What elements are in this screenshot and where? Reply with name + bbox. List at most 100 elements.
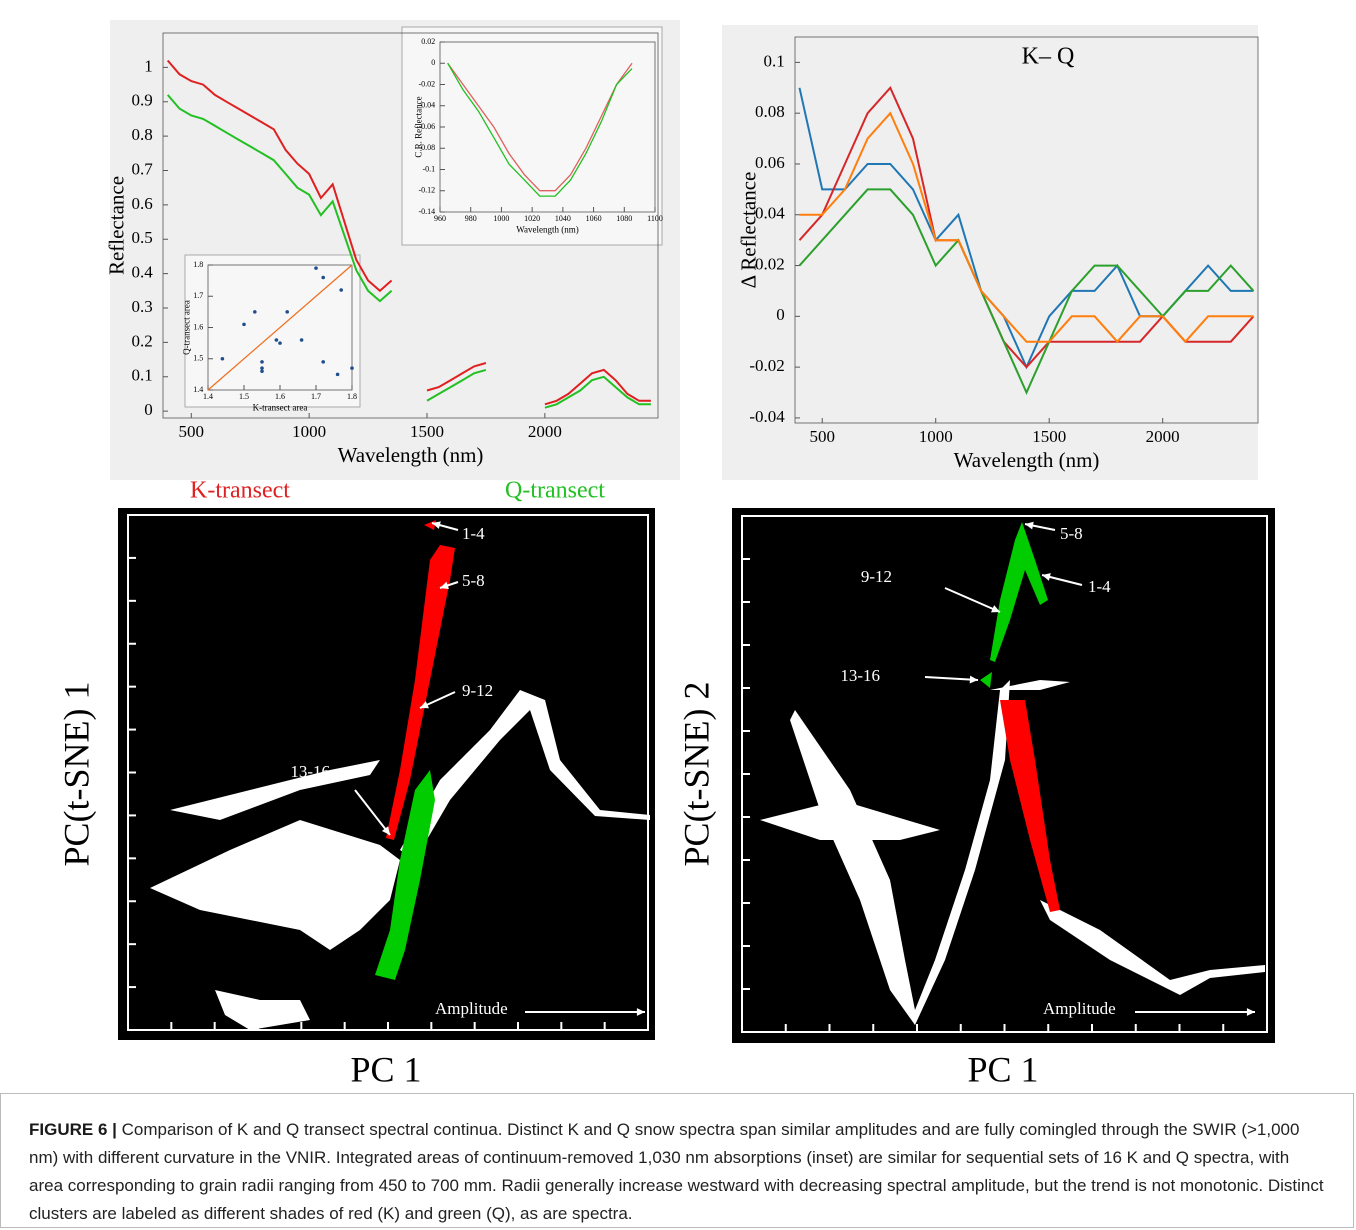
- x-axis-label: K-transect area: [253, 402, 308, 412]
- x-tick-label: 1060: [586, 214, 602, 223]
- spectrum-line: [166, 94, 651, 409]
- y-tick-label: 0.9: [132, 91, 153, 110]
- spectrum-line: [447, 62, 633, 192]
- y-tick-label: 0.2: [132, 331, 153, 350]
- figure: 500 1000 1500 200000.10.20.30.40.50.60.70.8…: [56, 20, 1275, 1089]
- scatter-point: [321, 360, 326, 364]
- scatter-point: [321, 275, 326, 280]
- arrow-head: [381, 826, 390, 835]
- scatter-point: [350, 366, 354, 370]
- scatter-point: [242, 322, 246, 327]
- x-tick-label: 1080: [616, 214, 632, 223]
- scatter-point: [253, 310, 257, 314]
- y-tick-label: -0.08: [419, 143, 436, 152]
- y-tick-label: 0.02: [421, 37, 435, 46]
- scatter-point: [339, 288, 344, 292]
- y-tick-label: 0.7: [132, 159, 154, 178]
- y-tick-label: 1: [144, 56, 153, 75]
- x-tick-label: 500: [179, 422, 205, 441]
- x-tick-label: 1500: [1032, 427, 1066, 446]
- scatter-point: [285, 310, 290, 314]
- spectrum-line: [798, 188, 1255, 395]
- x-tick-label: 1.7: [311, 392, 321, 401]
- arrow-head: [991, 605, 1000, 613]
- spectrum-line: [166, 59, 651, 406]
- y-tick-label: 0: [431, 58, 435, 67]
- arrow-head: [636, 1008, 645, 1016]
- x-tick-label: 1500: [410, 422, 444, 441]
- y-axis-label: Reflectance: [105, 176, 129, 275]
- annotation-arrow: [354, 789, 391, 836]
- scatter-point: [274, 338, 279, 342]
- x-axis-label: PC 1: [967, 1049, 1038, 1089]
- y-tick-label: 0: [776, 305, 785, 324]
- y-tick-label: 0: [144, 400, 153, 419]
- y-axis-label: PC(t-SNE) 2: [676, 681, 716, 866]
- y-tick-label: -0.02: [749, 356, 784, 375]
- y-tick-label: -0.04: [419, 101, 436, 110]
- scatter-point: [299, 338, 304, 342]
- x-axis-label: PC 1: [350, 1049, 421, 1089]
- scatter-point: [335, 372, 340, 377]
- y-tick-label: 1.4: [193, 385, 203, 394]
- scatter-point: [260, 366, 264, 370]
- y-axis-label: PC(t-SNE) 1: [56, 681, 96, 866]
- y-tick-label: -0.1: [423, 164, 436, 173]
- y-tick-label: 0.02: [755, 254, 785, 273]
- y-tick-label: 0.1: [764, 51, 785, 70]
- x-tick-label: 1000: [292, 422, 326, 441]
- cluster-annotation: 5-8: [462, 571, 485, 590]
- x-tick-label: 1000: [493, 214, 509, 223]
- cluster-annotation: 9-12: [462, 681, 493, 700]
- y-tick-label: 1.6: [193, 322, 203, 331]
- x-tick-label: 1100: [647, 214, 663, 223]
- y-tick-label: 0.04: [755, 204, 785, 223]
- arrow-head: [969, 675, 978, 684]
- y-tick-label: -0.02: [419, 79, 436, 88]
- y-axis-label: Q-transect area: [181, 300, 191, 355]
- plot-frame: [162, 32, 659, 419]
- scatter-point: [278, 341, 282, 345]
- x-tick-label: 1000: [919, 427, 953, 446]
- x-tick-label: 1020: [524, 214, 540, 223]
- y-tick-label: 0.3: [132, 297, 153, 316]
- x-tick-label: 2000: [1146, 427, 1180, 446]
- x-axis-label: Wavelength (nm): [954, 448, 1100, 472]
- spectrum-line: [447, 62, 633, 197]
- arrow-head: [1042, 573, 1051, 581]
- x-axis-label: Wavelength (nm): [516, 224, 579, 234]
- cluster-annotation: 1-4: [462, 524, 485, 543]
- fit-line: [207, 264, 353, 391]
- point-cloud: [150, 680, 1265, 1030]
- scatter-point: [220, 356, 225, 361]
- y-tick-label: 0.08: [755, 102, 785, 121]
- caption-label: FIGURE 6 |: [29, 1120, 117, 1139]
- cluster-annotation: 9-12: [861, 567, 892, 586]
- scatter-point: [260, 369, 264, 374]
- x-tick-label: 1.5: [239, 392, 249, 401]
- cluster-annotation: Amplitude: [1043, 999, 1116, 1018]
- scatter-point: [260, 360, 264, 364]
- inset-background: [184, 254, 361, 408]
- y-tick-label: -0.14: [419, 207, 436, 216]
- cluster-annotation: 1-4: [1088, 577, 1111, 596]
- y-tick-label: 1.7: [193, 291, 203, 300]
- panel-background: [722, 25, 1258, 480]
- chart-title: K– Q: [1022, 44, 1075, 70]
- x-tick-label: 1.8: [347, 392, 357, 401]
- arrow-head: [432, 521, 441, 529]
- y-tick-label: 1.8: [193, 260, 203, 269]
- annotation-arrow: [924, 676, 979, 681]
- cluster-annotation: 13-16: [290, 762, 330, 781]
- caption-text: Comparison of K and Q transect spectral …: [29, 1120, 1324, 1223]
- scatter-point: [314, 266, 318, 270]
- x-tick-label: 2000: [528, 422, 562, 441]
- arrow-head: [420, 701, 429, 709]
- legend-label: K-transect: [190, 478, 290, 504]
- plot-frame: [794, 36, 1259, 424]
- y-axis-label: C.R. Reflectance: [413, 96, 423, 157]
- y-axis-label: Δ Reflectance: [737, 172, 761, 289]
- x-tick-label: 960: [434, 214, 446, 223]
- x-tick-label: 1.4: [203, 392, 213, 401]
